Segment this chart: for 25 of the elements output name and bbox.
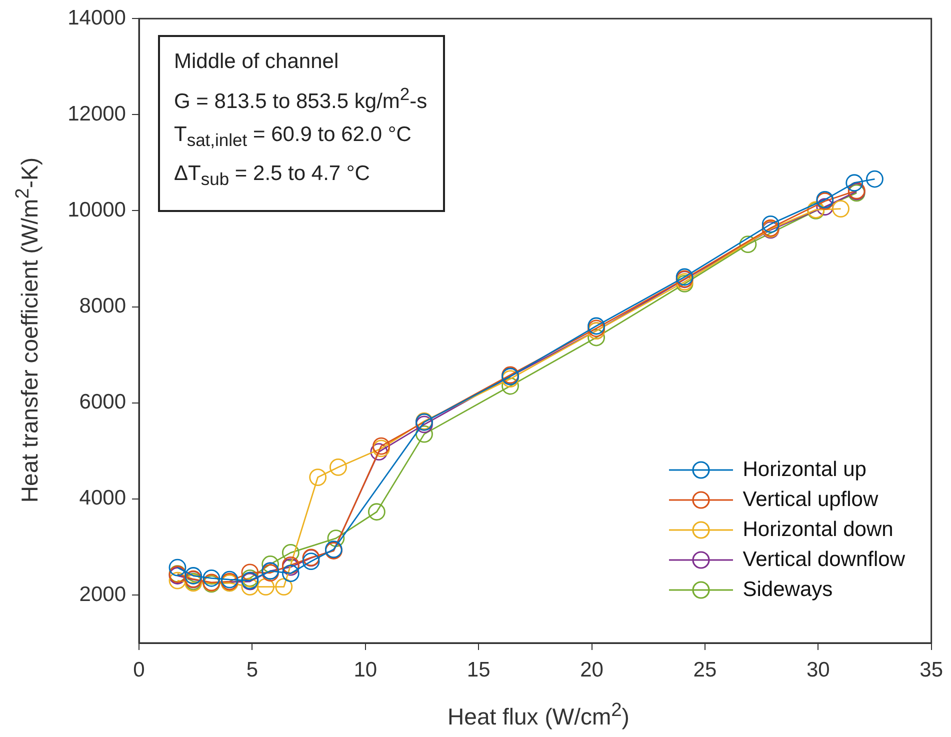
legend-label: Horizontal down xyxy=(742,517,894,543)
x-tick-label: 20 xyxy=(580,658,604,682)
x-tick-label: 30 xyxy=(806,658,830,682)
annotation: G = 813.5 to 853.5 kg/m$^{2}$-s xyxy=(174,83,428,115)
y-tick-label: 4000 xyxy=(79,486,126,510)
annotation: T$_{sat,inlet}$ = 60.9 to 62.0 °C xyxy=(174,122,412,152)
y-tick-label: 12000 xyxy=(68,102,126,126)
x-axis-title: Heat flux (W/cm$^{2}$) xyxy=(446,700,630,731)
y-tick-label: 14000 xyxy=(68,6,126,30)
x-tick-label: 25 xyxy=(693,658,717,682)
y-tick-label: 10000 xyxy=(68,198,126,222)
legend-label: Vertical upflow xyxy=(742,487,878,513)
y-tick-label: 8000 xyxy=(79,294,126,318)
x-tick-label: 5 xyxy=(246,658,258,682)
x-tick-label: 10 xyxy=(354,658,378,682)
y-tick-label: 6000 xyxy=(79,390,126,414)
legend-label: Vertical downflow xyxy=(742,547,905,573)
annotation: ΔT$_{sub}$ = 2.5 to 4.7 °C xyxy=(174,161,371,192)
x-tick-label: 0 xyxy=(133,658,145,682)
x-tick-label: 35 xyxy=(920,658,943,682)
legend-label: Horizontal up xyxy=(742,457,866,483)
x-tick-label: 15 xyxy=(466,658,490,682)
y-tick-label: 2000 xyxy=(79,582,126,606)
annotation: Middle of channel xyxy=(174,49,340,75)
legend-label: Sideways xyxy=(742,577,833,603)
